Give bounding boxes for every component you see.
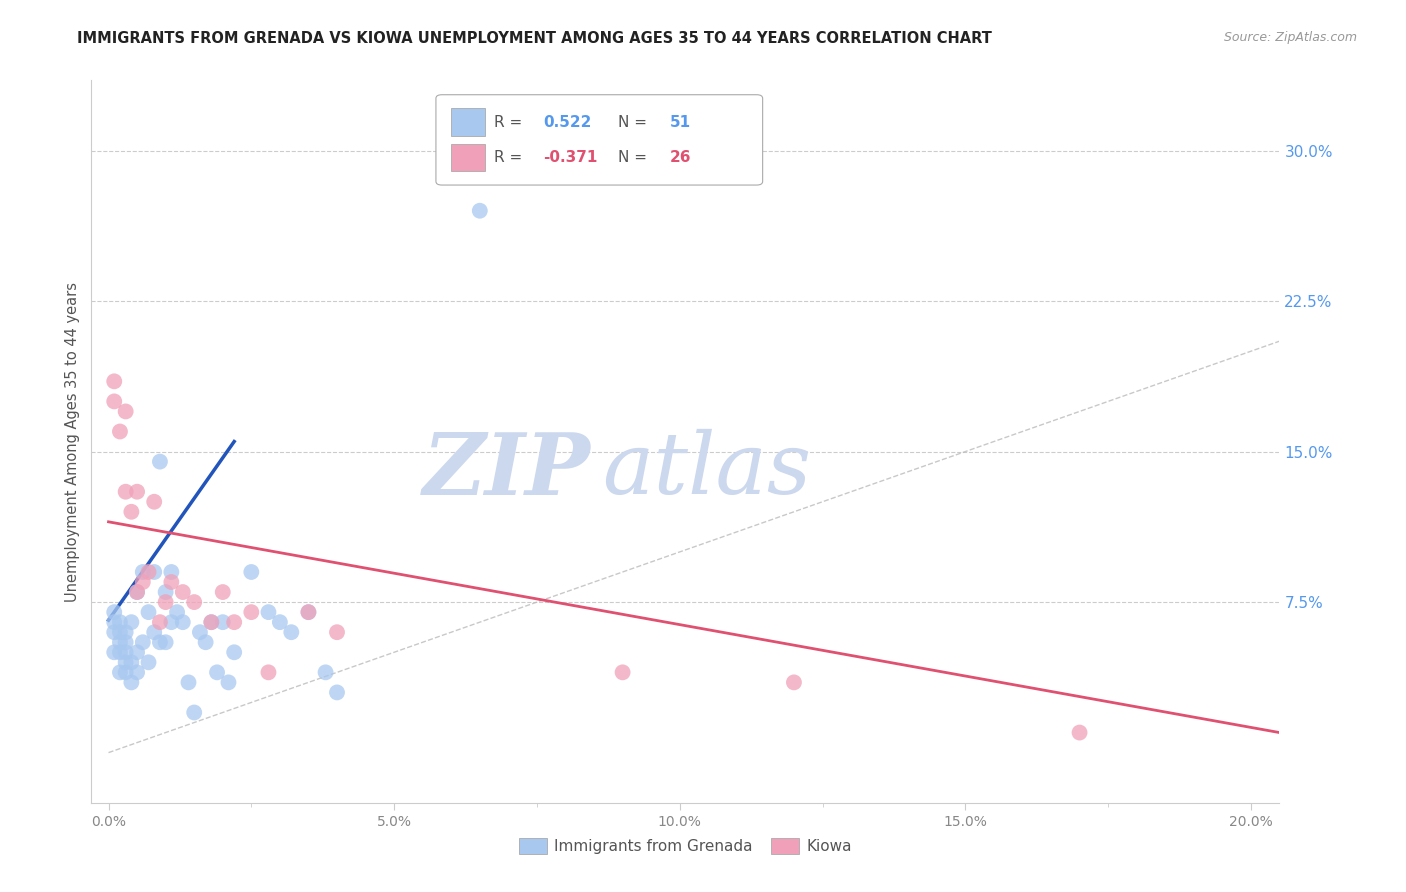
Point	[114, 484, 136, 499]
Point	[211, 585, 233, 599]
Point	[103, 375, 125, 389]
Point	[188, 625, 211, 640]
Point	[194, 635, 217, 649]
Point	[160, 565, 183, 579]
Point	[1069, 725, 1091, 739]
Point	[205, 665, 228, 680]
Point	[138, 565, 160, 579]
Text: Source: ZipAtlas.com: Source: ZipAtlas.com	[1223, 31, 1357, 45]
Point	[612, 665, 634, 680]
Point	[127, 665, 148, 680]
Point	[103, 394, 125, 409]
Text: R =: R =	[494, 150, 527, 165]
Point	[183, 595, 205, 609]
Point	[149, 455, 172, 469]
Y-axis label: Unemployment Among Ages 35 to 44 years: Unemployment Among Ages 35 to 44 years	[65, 282, 80, 601]
Point	[108, 625, 131, 640]
Point	[172, 585, 194, 599]
Point	[114, 665, 136, 680]
Point	[127, 484, 148, 499]
Point	[177, 675, 200, 690]
Point	[138, 605, 160, 619]
Point	[240, 565, 263, 579]
Point	[224, 645, 246, 659]
Point	[114, 635, 136, 649]
Point	[326, 685, 349, 699]
Point	[120, 675, 142, 690]
Point	[103, 615, 125, 630]
Point	[108, 425, 131, 439]
Point	[149, 615, 172, 630]
Point	[183, 706, 205, 720]
Text: IMMIGRANTS FROM GRENADA VS KIOWA UNEMPLOYMENT AMONG AGES 35 TO 44 YEARS CORRELAT: IMMIGRANTS FROM GRENADA VS KIOWA UNEMPLO…	[77, 31, 993, 46]
Point	[132, 635, 155, 649]
Point	[315, 665, 337, 680]
Point	[783, 675, 806, 690]
Point	[114, 655, 136, 669]
Point	[297, 605, 319, 619]
Point	[155, 635, 177, 649]
Point	[211, 615, 233, 630]
Point	[120, 505, 142, 519]
Point	[217, 675, 239, 690]
Point	[200, 615, 222, 630]
Point	[280, 625, 302, 640]
Point	[143, 565, 166, 579]
Point	[127, 585, 148, 599]
Point	[297, 605, 319, 619]
Point	[160, 615, 183, 630]
Text: N =: N =	[617, 150, 651, 165]
Point	[132, 575, 155, 590]
Text: ZIP: ZIP	[423, 429, 591, 512]
FancyBboxPatch shape	[451, 109, 485, 136]
Point	[127, 645, 148, 659]
Point	[108, 665, 131, 680]
Text: 0.522: 0.522	[543, 115, 592, 129]
Point	[132, 565, 155, 579]
Point	[240, 605, 263, 619]
Point	[172, 615, 194, 630]
Point	[114, 625, 136, 640]
Point	[138, 655, 160, 669]
Text: N =: N =	[617, 115, 651, 129]
Point	[257, 605, 280, 619]
Text: 51: 51	[671, 115, 692, 129]
Point	[103, 625, 125, 640]
Point	[468, 203, 491, 218]
Point	[114, 645, 136, 659]
Point	[155, 595, 177, 609]
Legend: Immigrants from Grenada, Kiowa: Immigrants from Grenada, Kiowa	[513, 832, 858, 860]
FancyBboxPatch shape	[436, 95, 762, 185]
Text: 26: 26	[671, 150, 692, 165]
Point	[143, 625, 166, 640]
Point	[143, 494, 166, 508]
Point	[114, 404, 136, 418]
Point	[108, 635, 131, 649]
Point	[257, 665, 280, 680]
Text: R =: R =	[494, 115, 527, 129]
Text: -0.371: -0.371	[543, 150, 598, 165]
Text: atlas: atlas	[602, 429, 811, 512]
Point	[103, 645, 125, 659]
FancyBboxPatch shape	[451, 144, 485, 171]
Point	[269, 615, 291, 630]
Point	[155, 585, 177, 599]
Point	[108, 615, 131, 630]
Point	[120, 655, 142, 669]
Point	[160, 575, 183, 590]
Point	[200, 615, 222, 630]
Point	[127, 585, 148, 599]
Point	[149, 635, 172, 649]
Point	[120, 615, 142, 630]
Point	[166, 605, 188, 619]
Point	[326, 625, 349, 640]
Point	[103, 605, 125, 619]
Point	[224, 615, 246, 630]
Point	[108, 645, 131, 659]
